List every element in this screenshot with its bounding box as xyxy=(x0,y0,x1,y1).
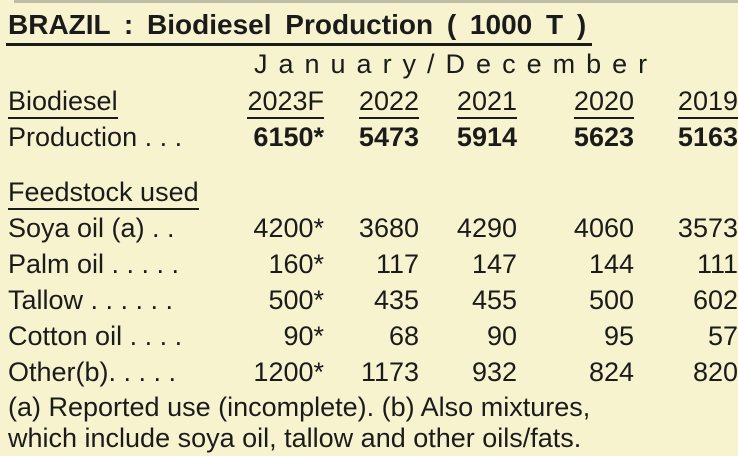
cell-value: 4060 xyxy=(573,213,634,243)
table-row-palm-oil: Palm oil . . . . . 160* 117 147 144 111 xyxy=(6,246,738,282)
production-value-2021: 5914 xyxy=(456,122,517,152)
cell-value: 4200* xyxy=(253,213,324,243)
scan-artifact-line xyxy=(14,0,738,3)
cell-value: 455 xyxy=(471,285,517,315)
row-label: Other(b). . . . . xyxy=(8,357,177,387)
table-row-tallow: Tallow . . . . . . 500* 435 455 500 602 xyxy=(6,282,738,318)
footnote-line-1: (a) Reported use (incomplete). (b) Also … xyxy=(8,392,591,422)
table-row-cotton-oil: Cotton oil . . . . 90* 68 90 95 57 xyxy=(6,318,738,354)
table-row-soya-oil: Soya oil (a) . . 4200* 3680 4290 4060 35… xyxy=(6,210,738,246)
production-value-2019: 5163 xyxy=(677,122,738,152)
cell-value: 1200* xyxy=(253,357,324,387)
section-header-feedstock: Feedstock used xyxy=(6,174,738,210)
row-label: Tallow . . . . . . xyxy=(8,285,174,315)
table-header-row: Biodiesel 2023F 2022 2021 2020 2019 xyxy=(6,83,738,119)
footnotes: (a) Reported use (incomplete). (b) Also … xyxy=(6,392,738,454)
cell-value: 117 xyxy=(375,249,419,279)
production-value-2020: 5623 xyxy=(573,122,634,152)
cell-value: 1173 xyxy=(360,357,419,387)
footnote-line-2: which include soya oil, tallow and other… xyxy=(8,423,582,453)
row-label: Production . . . xyxy=(8,122,183,152)
production-value-2023f: 6150* xyxy=(253,122,324,152)
period-label: January/December xyxy=(254,49,659,79)
cell-value: 95 xyxy=(603,321,634,351)
cell-value: 4290 xyxy=(456,213,517,243)
table-row-other: Other(b). . . . . 1200* 1173 932 824 820 xyxy=(6,354,738,390)
cell-value: 57 xyxy=(707,321,738,351)
row-label: Palm oil . . . . . xyxy=(8,249,180,279)
cell-value: 111 xyxy=(696,249,738,279)
cell-value: 144 xyxy=(588,249,634,279)
cell-value: 90* xyxy=(283,321,324,351)
column-header-2023f: 2023F xyxy=(212,83,324,119)
cell-value: 160* xyxy=(268,249,324,279)
cell-value: 500* xyxy=(268,285,324,315)
cell-value: 500 xyxy=(588,285,634,315)
cell-value: 602 xyxy=(692,285,738,315)
cell-value: 68 xyxy=(388,321,419,351)
production-value-2022: 5473 xyxy=(358,122,419,152)
cell-value: 932 xyxy=(471,357,517,387)
cell-value: 3680 xyxy=(358,213,419,243)
cell-value: 820 xyxy=(692,357,738,387)
cell-value: 3573 xyxy=(677,213,738,243)
column-header-2020: 2020 xyxy=(517,83,634,119)
cell-value: 435 xyxy=(373,285,419,315)
table-row-production: Production . . . 6150* 5473 5914 5623 51… xyxy=(6,119,738,155)
column-header-2021: 2021 xyxy=(419,83,517,119)
cell-value: 90 xyxy=(486,321,517,351)
row-label: Soya oil (a) . . xyxy=(8,213,175,243)
column-header-2019: 2019 xyxy=(634,83,738,119)
column-header-biodiesel: Biodiesel xyxy=(6,83,212,119)
cell-value: 147 xyxy=(471,249,517,279)
column-header-2022: 2022 xyxy=(324,83,419,119)
cell-value: 824 xyxy=(588,357,634,387)
page-title: BRAZIL : Biodiesel Production ( 1000 T ) xyxy=(6,8,593,46)
row-label: Cotton oil . . . . xyxy=(8,321,183,351)
